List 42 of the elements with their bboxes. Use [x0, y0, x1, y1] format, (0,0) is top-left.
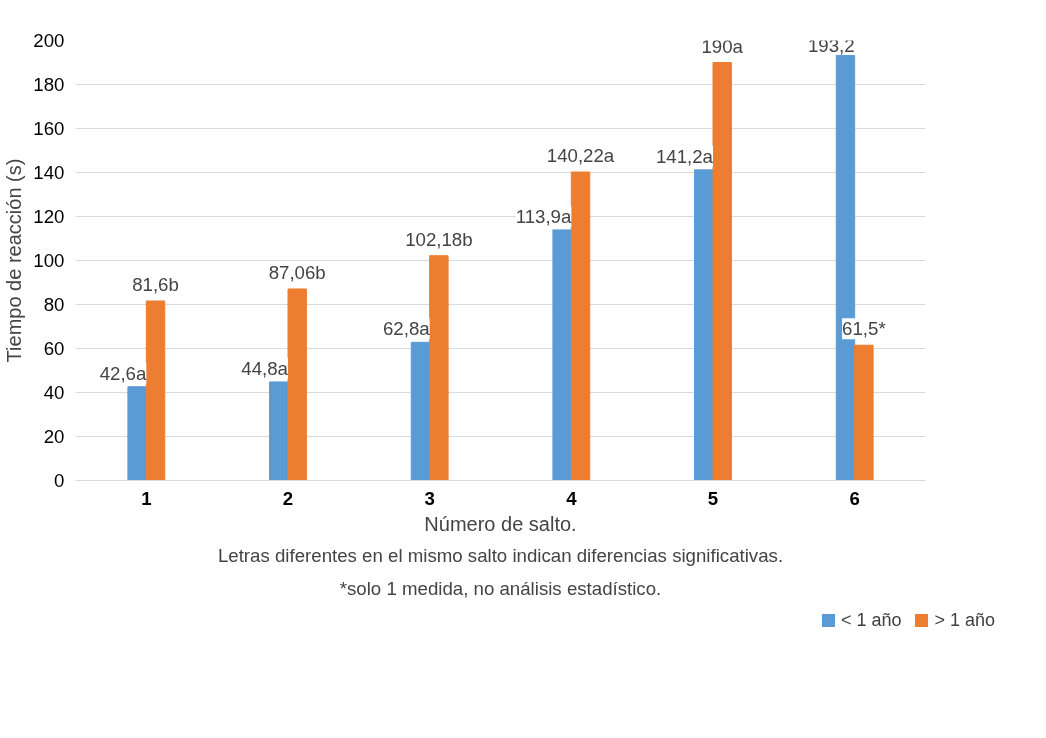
bar	[410, 341, 431, 481]
x-tick-label: 4	[566, 487, 578, 509]
y-tick-label: 100	[33, 250, 65, 271]
bar	[127, 386, 147, 481]
data-label: 62,8a	[382, 318, 431, 340]
x-axis-title: Número de salto.	[424, 512, 577, 535]
legend-label: < 1 año	[840, 610, 902, 630]
text: Letras diferentes en el mismo salto indican diferencias significativas.	[217, 544, 784, 566]
y-tick-label: 180	[33, 74, 65, 95]
bar	[694, 169, 714, 481]
y-tick-label: 160	[33, 118, 65, 139]
bar	[287, 288, 307, 481]
bar	[854, 344, 874, 481]
data-label: 81,6b	[132, 273, 179, 295]
legend-label: > 1 año	[934, 610, 995, 630]
data-label: 44,8a	[241, 357, 289, 379]
y-tick-label: 40	[43, 382, 65, 403]
y-axis-title: Tiempo de reacción (s)	[3, 158, 26, 363]
y-tick-label: 0	[54, 470, 65, 491]
data-label: 102,18b	[405, 228, 473, 250]
data-label: 141,2a	[655, 145, 714, 167]
bar	[269, 381, 289, 481]
x-tick-label: 2	[282, 487, 294, 509]
bar	[429, 255, 449, 481]
y-tick-label: 20	[43, 426, 65, 447]
x-tick-label: 1	[141, 487, 152, 509]
x-tick-label: 6	[849, 487, 860, 509]
text: *solo 1 medida, no análisis estadístico.	[339, 577, 662, 599]
y-tick-label: 80	[43, 294, 65, 315]
data-label: 61,5*	[842, 318, 886, 340]
y-tick-label: 120	[33, 206, 65, 227]
bar	[552, 229, 572, 481]
bar	[570, 171, 591, 481]
bar	[145, 300, 166, 481]
y-tick-label: 200	[33, 30, 65, 51]
x-tick-label: 5	[707, 487, 719, 509]
x-tick-label: 3	[424, 487, 435, 509]
data-label: 87,06b	[268, 261, 326, 283]
bar	[712, 62, 732, 481]
data-label: 140,22a	[546, 145, 615, 167]
y-tick-label: 140	[33, 162, 65, 183]
y-tick-label: 60	[43, 338, 65, 359]
